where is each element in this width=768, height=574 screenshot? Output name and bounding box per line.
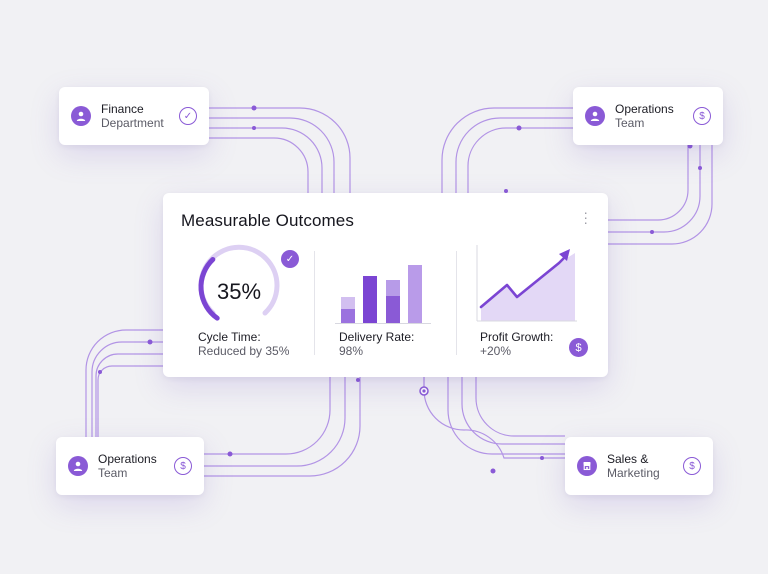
node-subtitle: Team bbox=[98, 466, 128, 480]
delivery-rate-label: Delivery Rate: bbox=[339, 330, 415, 344]
kebab-menu-icon[interactable]: · · · bbox=[583, 204, 588, 230]
divider bbox=[456, 251, 457, 355]
node-subtitle: Team bbox=[615, 116, 645, 130]
profit-growth-value: +20% bbox=[480, 344, 512, 358]
dollar-icon: $ bbox=[569, 338, 588, 357]
profit-growth-label: Profit Growth: bbox=[480, 330, 554, 344]
dollar-circle-icon: $ bbox=[174, 457, 192, 475]
measurable-outcomes-card: Measurable Outcomes · · · 35% ✓ Cycle Time… bbox=[163, 193, 608, 377]
profit-growth-graphic bbox=[476, 245, 577, 322]
user-icon bbox=[585, 106, 605, 126]
dollar-circle-icon: $ bbox=[693, 107, 711, 125]
node-title: Finance bbox=[101, 102, 144, 116]
node-title: Operations bbox=[615, 102, 674, 116]
check-icon: ✓ bbox=[281, 250, 299, 268]
cycle-time-sub: Reduced by 35% bbox=[198, 344, 290, 358]
gauge-value: 35% bbox=[216, 279, 262, 304]
bar-4 bbox=[408, 265, 422, 323]
gauge-fill bbox=[198, 256, 220, 321]
bar-3-light bbox=[386, 280, 400, 296]
check-circle-icon: ✓ bbox=[179, 107, 197, 125]
card-title: Measurable Outcomes bbox=[181, 211, 354, 230]
divider bbox=[314, 251, 315, 355]
delivery-bar-graphic bbox=[335, 265, 431, 324]
trend-line bbox=[479, 253, 569, 309]
shop-icon bbox=[577, 456, 597, 476]
bar-2 bbox=[363, 276, 377, 323]
user-icon bbox=[71, 106, 91, 126]
user-icon bbox=[68, 456, 88, 476]
delivery-rate-value: 98% bbox=[339, 344, 364, 358]
bar-1-dark bbox=[341, 309, 355, 323]
node-title: Operations bbox=[98, 452, 157, 466]
cycle-time-label: Cycle Time: bbox=[198, 330, 261, 344]
trend-arrowhead bbox=[559, 249, 570, 261]
node-subtitle: Marketing bbox=[607, 466, 660, 480]
node-operations-team-bottom[interactable]: Operations Team $ bbox=[56, 437, 204, 495]
node-title: Sales & bbox=[607, 452, 649, 466]
dollar-circle-icon: $ bbox=[683, 457, 701, 475]
node-finance-department[interactable]: Finance Department ✓ bbox=[59, 87, 209, 145]
bar-1-light bbox=[341, 297, 355, 309]
bar-3-dark bbox=[386, 296, 400, 323]
node-sales-marketing[interactable]: Sales & Marketing $ bbox=[565, 437, 713, 495]
node-subtitle: Department bbox=[101, 116, 164, 130]
node-operations-team-top[interactable]: Operations Team $ bbox=[573, 87, 723, 145]
cycle-time-gauge bbox=[198, 244, 280, 321]
